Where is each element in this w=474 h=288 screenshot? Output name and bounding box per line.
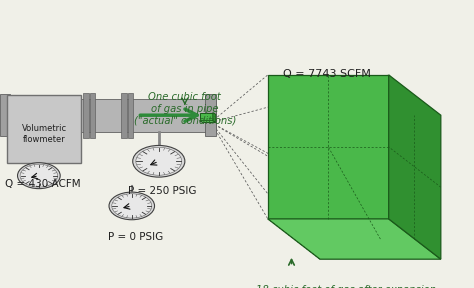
Circle shape — [20, 164, 58, 187]
Circle shape — [109, 192, 155, 220]
Bar — [205, 94, 216, 136]
Polygon shape — [200, 121, 216, 122]
Bar — [7, 98, 216, 132]
Polygon shape — [268, 219, 441, 259]
Text: 18 cubic feet of gas after expansion
to atmospheric ("standard") pressure
and te: 18 cubic feet of gas after expansion to … — [253, 285, 439, 288]
Text: Q = 430 ACFM: Q = 430 ACFM — [5, 179, 81, 189]
Text: P = 0 PSIG: P = 0 PSIG — [108, 232, 164, 242]
FancyBboxPatch shape — [7, 95, 81, 163]
Polygon shape — [268, 75, 389, 219]
Text: P = 250 PSIG: P = 250 PSIG — [128, 186, 197, 196]
Bar — [90, 93, 95, 138]
Circle shape — [136, 147, 182, 175]
Circle shape — [112, 194, 152, 218]
Circle shape — [18, 163, 60, 189]
Text: One cubic foot
of gas in pipe
("actual" conditions): One cubic foot of gas in pipe ("actual" … — [134, 92, 236, 125]
Polygon shape — [213, 113, 216, 122]
Text: Volumetric
flowmeter: Volumetric flowmeter — [21, 124, 67, 144]
Bar — [83, 93, 89, 138]
Bar — [200, 113, 213, 121]
Bar — [0, 94, 10, 136]
Text: Q = 7743 SCFM: Q = 7743 SCFM — [283, 69, 371, 79]
Circle shape — [133, 145, 185, 177]
Bar — [121, 93, 127, 138]
Bar — [128, 93, 133, 138]
Polygon shape — [389, 75, 441, 259]
